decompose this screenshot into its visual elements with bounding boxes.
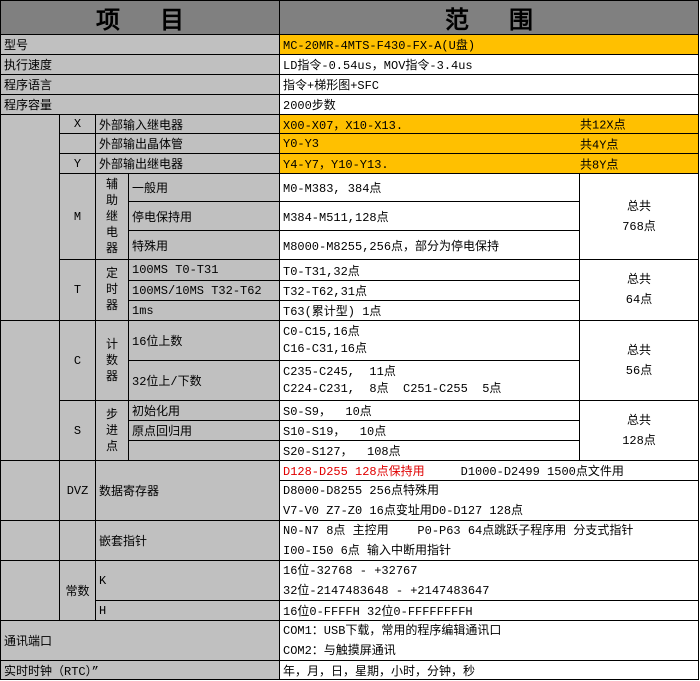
x-value: X00-X07，X10-X13. 共12X点 <box>279 114 699 134</box>
x-label: 外部输入继电器 <box>95 114 280 134</box>
c-item-value: C0-C15,16点 C16-C31,16点 <box>279 320 580 361</box>
s-item-label: 原点回归用 <box>128 420 280 441</box>
group-block <box>0 560 60 621</box>
c-item-label: 16位上数 <box>128 320 280 361</box>
c-item-label: 32位上/下数 <box>128 360 280 401</box>
k-label: K <box>95 560 280 601</box>
h-value: 16位0-FFFFH 32位0-FFFFFFFFH <box>279 600 699 621</box>
capacity-value: 2000步数 <box>279 94 699 115</box>
group-block <box>0 320 60 461</box>
d-value-1: D128-D255 128点保持用 D1000-D2499 1500点文件用 <box>279 460 699 481</box>
y-range: Y4-Y7，Y10-Y13. <box>283 158 389 172</box>
y-code: Y <box>59 153 96 174</box>
rtc-label: 实时时钟（RTC）” <box>0 660 280 680</box>
t-item-value: T0-T31,32点 <box>279 259 580 281</box>
rtc-value: 年，月，日，星期，小时，分钟，秒 <box>279 660 699 680</box>
y-value: Y4-Y7，Y10-Y13. 共8Y点 <box>279 153 699 174</box>
d-value-2: D8000-D8255 256点特殊用 V7-V0 Z7-Z0 16点变址用D0-… <box>279 480 699 521</box>
h-label: H <box>95 600 280 621</box>
language-value: 指令+梯形图+SFC <box>279 74 699 95</box>
capacity-label: 程序容量 <box>0 94 280 115</box>
k-value: 16位-32768 - +32767 32位-2147483648 - +2147… <box>279 560 699 601</box>
m-item-value: M0-M383, 384点 <box>279 173 580 202</box>
language-label: 程序语言 <box>0 74 280 95</box>
yt-label: 外部输出晶体管 <box>95 133 280 154</box>
t-group: 定时器 <box>95 259 129 321</box>
speed-value: LD指令-0.54us，MOV指令-3.4us <box>279 54 699 75</box>
s-item-value: S10-S19， 10点 <box>279 420 580 441</box>
x-range: X00-X07，X10-X13. <box>283 118 404 133</box>
n-label: 嵌套指针 <box>95 520 280 561</box>
n-value: N0-N7 8点 主控用 P0-P63 64点跳跃子程序用 分支式指针 I00-I… <box>279 520 699 561</box>
com-label: 通讯端口 <box>0 620 280 661</box>
header-range: 范围 <box>279 0 699 35</box>
c-group: 计数器 <box>95 320 129 401</box>
s-total: 总共 128点 <box>579 400 699 461</box>
m-item-value: M8000-M8255,256点，部分为停电保持 <box>279 230 580 260</box>
d-label: 数据寄存器 <box>95 460 280 521</box>
x-code: X <box>59 114 96 134</box>
model-value: MC-20MR-4MTS-F430-FX-A(U盘) <box>279 34 699 55</box>
t-code: T <box>59 259 96 321</box>
t-total: 总共 64点 <box>579 259 699 321</box>
s-item-value: S0-S9， 10点 <box>279 400 580 421</box>
c-total: 总共 56点 <box>579 320 699 401</box>
c-code: C <box>59 320 96 401</box>
t-item-value: T63(累计型) 1点 <box>279 300 580 321</box>
group-block <box>0 460 60 521</box>
model-label: 型号 <box>0 34 280 55</box>
k-code: 常数 <box>59 560 96 621</box>
yt-range: Y0-Y3 <box>283 136 320 151</box>
yt-code <box>59 133 96 154</box>
m-code: M <box>59 173 96 260</box>
t-item-label: 100MS T0-T31 <box>128 259 280 281</box>
m-item-value: M384-M511,128点 <box>279 201 580 231</box>
group-block <box>0 114 60 321</box>
com-value: COM1：USB下载，常用的程序编辑通讯口 COM2：与触摸屏通讯 <box>279 620 699 661</box>
n-code <box>59 520 96 561</box>
group-block <box>0 520 60 561</box>
m-item-label: 停电保持用 <box>128 201 280 231</box>
m-group: 辅助继电器 <box>95 173 129 260</box>
t-item-label: 1ms <box>128 300 280 321</box>
s-code: S <box>59 400 96 461</box>
s-item-value: S20-S127， 108点 <box>279 440 580 461</box>
t-item-value: T32-T62,31点 <box>279 280 580 301</box>
c-item-value: C235-C245, 11点 C224-C231, 8点 C251-C255 5点 <box>279 360 580 401</box>
header-item: 项目 <box>0 0 280 35</box>
yt-total: 共4Y点 <box>580 138 619 152</box>
x-total: 共12X点 <box>580 118 626 133</box>
t-item-label: 100MS/10MS T32-T62 <box>128 280 280 301</box>
speed-label: 执行速度 <box>0 54 280 75</box>
s-group: 步进点 <box>95 400 129 461</box>
s-item-label <box>128 440 280 461</box>
m-item-label: 一般用 <box>128 173 280 202</box>
y-label: 外部输出继电器 <box>95 153 280 174</box>
yt-value: Y0-Y3 共4Y点 <box>279 133 699 154</box>
m-item-label: 特殊用 <box>128 230 280 260</box>
d-code: DVZ <box>59 460 96 521</box>
s-item-label: 初始化用 <box>128 400 280 421</box>
y-total: 共8Y点 <box>580 158 619 172</box>
m-total: 总共 768点 <box>579 173 699 260</box>
